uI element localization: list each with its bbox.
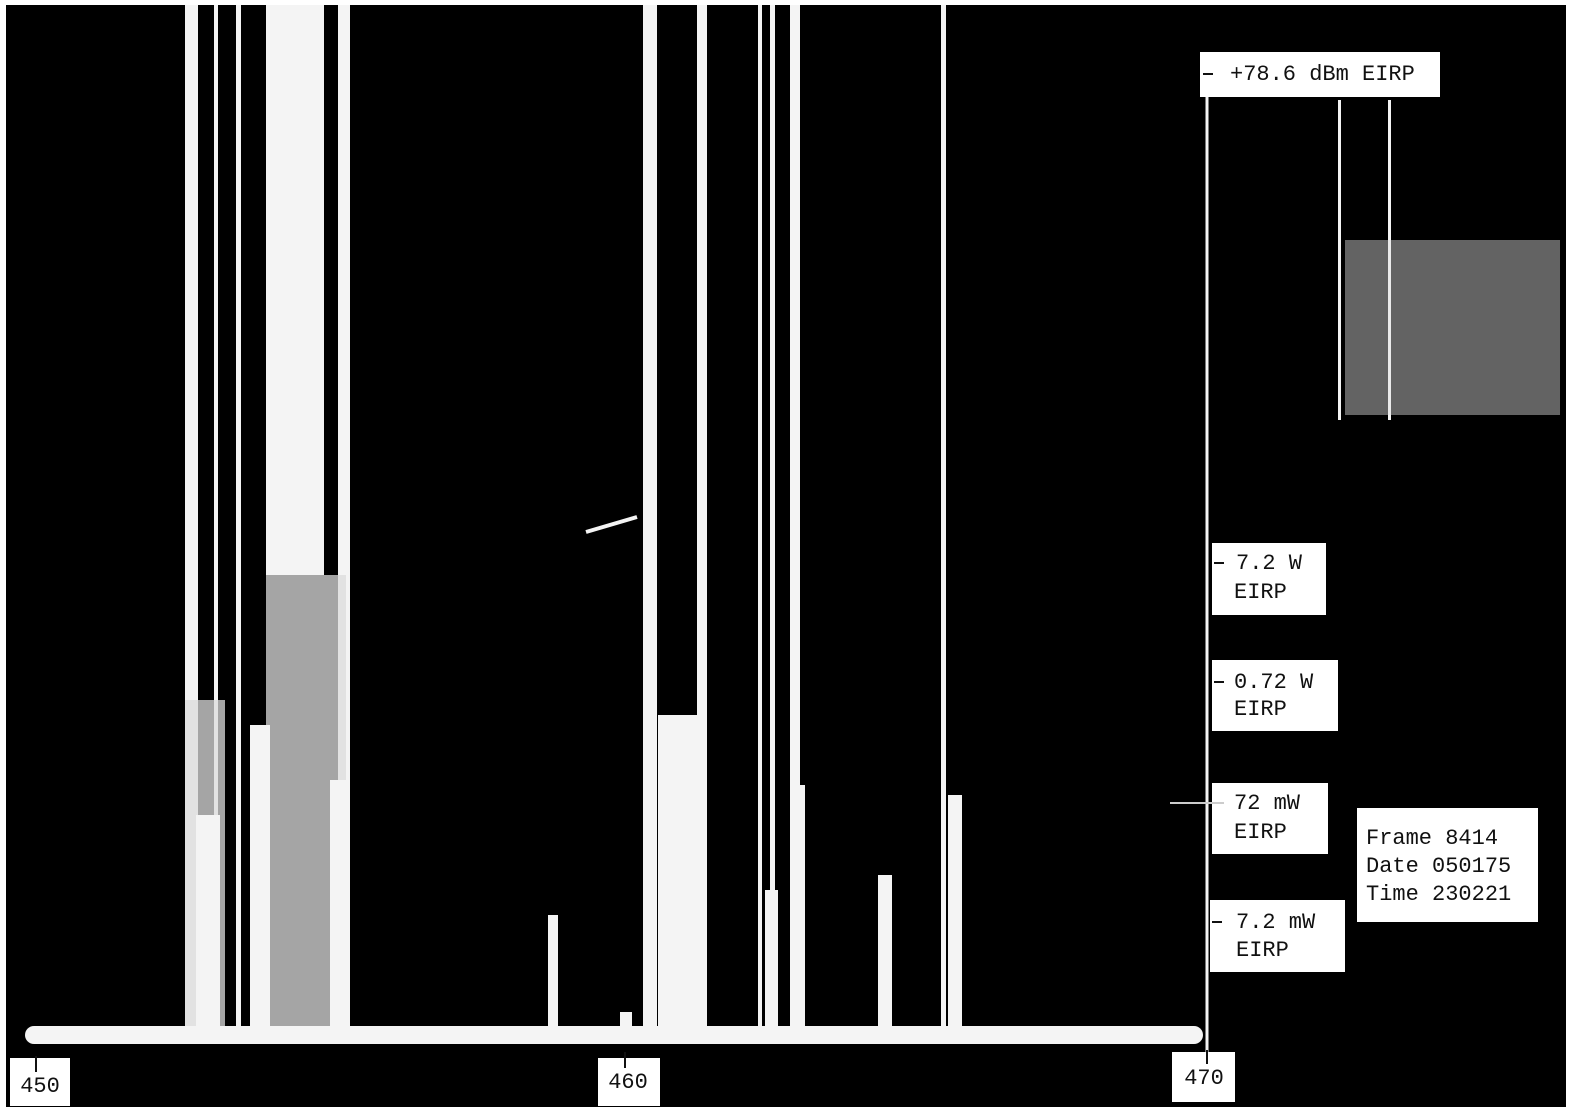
peak bbox=[196, 815, 220, 1035]
spectrum-photo: 450 460 470 +78.6 dBm EIRP 7.2 W EIRP 0.… bbox=[0, 0, 1571, 1110]
line bbox=[770, 5, 775, 1035]
level-label: 7.2 W bbox=[1236, 551, 1303, 576]
level-label: EIRP bbox=[1236, 938, 1289, 963]
level-label: EIRP bbox=[1234, 580, 1287, 605]
peak bbox=[878, 875, 892, 1035]
page: 450 460 470 +78.6 dBm EIRP 7.2 W EIRP 0.… bbox=[0, 0, 1571, 1110]
info-line: Date 050175 bbox=[1366, 854, 1511, 879]
tick-label: 470 bbox=[1184, 1066, 1224, 1091]
level-label: EIRP bbox=[1234, 697, 1287, 722]
line bbox=[758, 5, 762, 1035]
tick-label: 450 bbox=[20, 1074, 60, 1099]
tick-label: 460 bbox=[608, 1070, 648, 1095]
line bbox=[643, 5, 657, 1035]
line bbox=[941, 5, 946, 1035]
peak bbox=[330, 780, 350, 1035]
peak bbox=[250, 725, 270, 1035]
peak bbox=[548, 915, 558, 1035]
peak bbox=[765, 890, 778, 1035]
peak bbox=[790, 785, 805, 1035]
line bbox=[1338, 100, 1341, 420]
peak bbox=[948, 795, 962, 1035]
baseline bbox=[25, 1026, 1203, 1044]
level-label: 7.2 mW bbox=[1236, 910, 1316, 935]
level-label: 72 mW bbox=[1234, 791, 1301, 816]
info-line: Frame 8414 bbox=[1366, 826, 1498, 851]
level-label: +78.6 dBm EIRP bbox=[1230, 62, 1415, 87]
line bbox=[236, 5, 241, 1035]
noise-block bbox=[1345, 240, 1560, 415]
level-label: 0.72 W bbox=[1234, 670, 1314, 695]
level-label: EIRP bbox=[1234, 820, 1287, 845]
line bbox=[266, 5, 324, 575]
info-line: Time 230221 bbox=[1366, 882, 1511, 907]
info-box: Frame 8414 Date 050175 Time 230221 bbox=[1357, 808, 1538, 922]
peak bbox=[658, 715, 700, 1035]
